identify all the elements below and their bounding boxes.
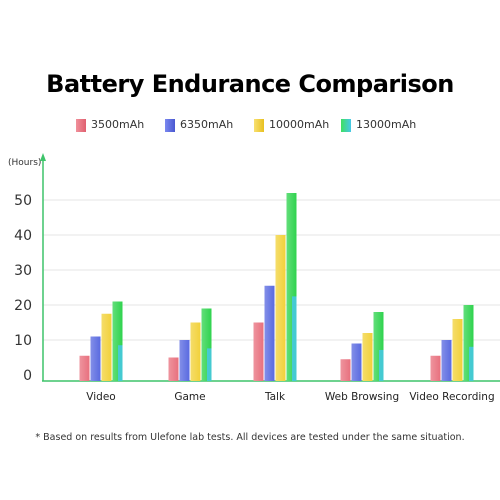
legend-item-6350mah: 6350mAh (165, 117, 233, 133)
legend-label-3500mah: 3500mAh (91, 118, 145, 131)
bar-shade-video-recording (469, 346, 474, 381)
x-category-label-talk: Talk (264, 391, 286, 403)
x-category-label-web-browsing: Web Browsing (325, 391, 399, 403)
bar-video-recording-10000mah (452, 319, 463, 381)
bar-video-recording-6350mah (441, 340, 452, 381)
bar-video-6350mah (90, 336, 101, 381)
chart-title: Battery Endurance Comparison (46, 70, 454, 98)
bar-shade-web-browsing (379, 349, 384, 381)
bar-game-3500mah (168, 357, 179, 381)
legend-label-10000mah: 10000mAh (269, 118, 330, 131)
bar-game-10000mah (190, 322, 201, 381)
bar-game-13000mah (201, 308, 212, 381)
y-axis-unit-label: (Hours) (8, 158, 42, 168)
legend-swatch-10000mah (254, 118, 264, 132)
bar-shade-video (118, 345, 123, 381)
bar-talk-10000mah (275, 235, 286, 381)
bar-web-browsing-10000mah (362, 333, 373, 381)
bar-talk-3500mah (253, 322, 264, 381)
bar-video-3500mah (79, 355, 90, 381)
legend-label-6350mah: 6350mAh (180, 118, 234, 131)
y-tick-label-20: 20 (14, 298, 32, 314)
bar-web-browsing-6350mah (351, 343, 362, 381)
legend-item-13000mah: 13000mAh (341, 117, 416, 133)
bar-video-recording-13000mah (463, 305, 474, 381)
legend-swatch-3500mah (76, 118, 86, 132)
y-axis-arrow (40, 153, 46, 161)
bar-web-browsing-13000mah (373, 312, 384, 381)
x-category-label-game: Game (174, 391, 205, 403)
x-category-label-video: Video (86, 391, 115, 403)
bar-video-recording-3500mah (430, 355, 441, 381)
bar-talk-6350mah (264, 285, 275, 381)
bar-talk-13000mah (286, 193, 297, 381)
legend-label-13000mah: 13000mAh (356, 118, 417, 131)
legend-item-3500mah: 3500mAh (76, 117, 144, 133)
y-tick-label-50: 50 (14, 193, 32, 209)
footnote: * Based on results from Ulefone lab test… (35, 432, 465, 443)
legend-item-10000mah: 10000mAh (254, 117, 329, 133)
x-category-label-video-recording: Video Recording (409, 391, 494, 403)
bar-video-10000mah (101, 313, 112, 381)
y-tick-label-40: 40 (14, 228, 32, 244)
legend-swatch-13000mah (341, 118, 351, 132)
bar-video-13000mah (112, 301, 123, 381)
y-tick-label-30: 30 (14, 263, 32, 279)
bar-web-browsing-3500mah (340, 359, 351, 381)
bar-shade-game (207, 348, 212, 381)
y-tick-label-0: 0 (23, 368, 32, 384)
bar-game-6350mah (179, 340, 190, 381)
y-tick-label-10: 10 (14, 333, 32, 349)
legend-swatch-6350mah (165, 118, 175, 132)
bar-shade-talk (292, 296, 297, 381)
